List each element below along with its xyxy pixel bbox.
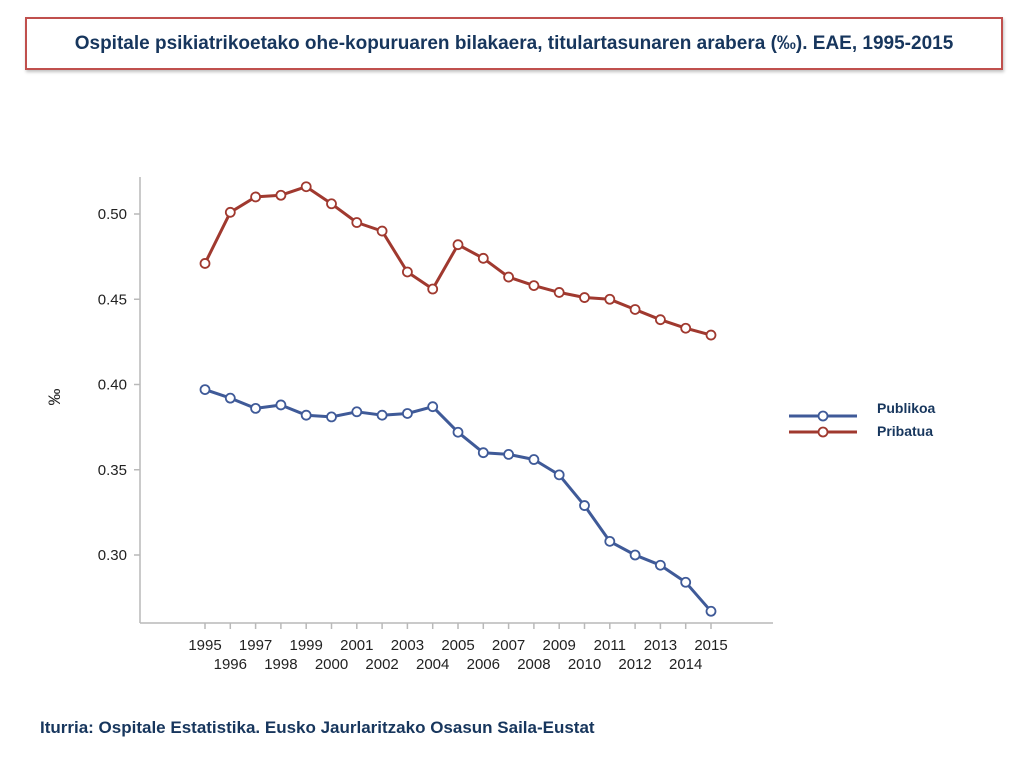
x-tick-label: 1998	[264, 656, 297, 673]
x-tick-label: 2008	[517, 656, 550, 673]
data-point-pribatua	[604, 293, 616, 305]
data-point-pribatua	[351, 217, 363, 228]
x-tick-label: 2000	[315, 656, 348, 673]
y-tick-label: 0.40	[98, 377, 127, 394]
data-point-publikoa	[427, 401, 439, 413]
x-tick-label: 2010	[568, 656, 601, 673]
x-tick-label: 2006	[467, 656, 500, 673]
legend-marker-publikoa	[817, 410, 829, 422]
data-point-publikoa	[629, 549, 641, 561]
data-point-pribatua	[250, 191, 262, 203]
x-tick-label: 2007	[492, 637, 525, 654]
data-point-publikoa	[705, 605, 717, 617]
series-pribatua	[199, 181, 717, 341]
series-publikoa	[199, 384, 717, 617]
legend: Publikoa Pribatua	[789, 400, 936, 439]
data-point-publikoa	[250, 402, 262, 414]
legend-label-publikoa: Publikoa	[877, 400, 936, 416]
x-tick-label: 1999	[290, 637, 323, 654]
data-point-publikoa	[553, 469, 565, 481]
x-axis: 1995 1996 1997 1998 1999 2000 2001 2002 2003 2004…	[140, 622, 773, 673]
x-tick-label: 2002	[365, 656, 398, 673]
y-tick-label: 0.45	[98, 291, 127, 308]
x-tick-label: 2012	[618, 656, 651, 673]
legend-item-publikoa: Publikoa	[789, 400, 936, 422]
x-tick-label: 2009	[543, 637, 576, 654]
x-tick-label: 2004	[416, 656, 449, 673]
data-point-pribatua	[629, 304, 641, 315]
data-point-pribatua	[376, 225, 388, 237]
data-point-pribatua	[401, 266, 413, 278]
y-tick-label: 0.50	[98, 206, 127, 223]
data-point-publikoa	[376, 409, 388, 421]
series-line-publikoa	[204, 388, 713, 613]
data-point-pribatua	[326, 198, 337, 210]
data-point-pribatua	[224, 206, 236, 218]
data-point-pribatua	[199, 258, 211, 269]
title-box: Ospitale psikiatrikoetako ohe-kopuruaren…	[25, 17, 1003, 70]
data-point-pribatua	[503, 271, 515, 283]
page-title: Ospitale psikiatrikoetako ohe-kopuruaren…	[74, 32, 954, 54]
data-point-publikoa	[300, 409, 312, 421]
y-tick-label: 0.30	[98, 547, 127, 564]
x-tick-label: 2015	[694, 637, 727, 654]
x-tick-label: 2005	[441, 637, 474, 654]
source-note: Iturria: Ospitale Estatistika. Eusko Jau…	[40, 718, 595, 737]
data-point-pribatua	[452, 239, 464, 251]
data-point-publikoa	[604, 535, 616, 547]
data-point-publikoa	[224, 392, 236, 404]
x-tick-label: 2011	[594, 637, 626, 654]
data-point-publikoa	[452, 426, 464, 438]
data-point-publikoa	[655, 559, 666, 571]
x-tick-label: 2014	[669, 656, 702, 673]
data-point-publikoa	[680, 576, 692, 588]
data-point-publikoa	[579, 500, 590, 511]
x-tick-label: 1997	[239, 637, 272, 654]
data-point-pribatua	[477, 252, 489, 264]
data-point-pribatua	[427, 283, 439, 295]
y-axis: 0.30 0.35 0.40 0.45 0.50 ‰	[45, 177, 141, 623]
data-point-publikoa	[275, 399, 287, 411]
data-point-publikoa	[503, 449, 515, 460]
data-point-publikoa	[528, 454, 540, 465]
y-tick-group: 0.30 0.35 0.40 0.45 0.50	[98, 206, 140, 564]
data-point-pribatua	[655, 314, 666, 326]
data-point-publikoa	[199, 384, 211, 396]
data-point-publikoa	[401, 408, 413, 419]
legend-marker-pribatua	[817, 426, 829, 438]
y-axis-title: ‰	[45, 389, 64, 406]
x-tick-label: 2013	[644, 637, 677, 654]
data-point-pribatua	[300, 181, 312, 193]
data-point-publikoa	[351, 406, 363, 418]
legend-item-pribatua: Pribatua	[789, 423, 933, 439]
x-tick-label: 2001	[340, 637, 373, 654]
data-point-pribatua	[528, 280, 540, 292]
series-group	[199, 181, 717, 617]
x-tick-label: 1996	[214, 656, 247, 673]
data-point-pribatua	[553, 287, 565, 298]
x-tick-label: 2003	[391, 637, 424, 654]
data-point-pribatua	[579, 292, 590, 303]
data-point-pribatua	[705, 329, 717, 341]
data-point-publikoa	[326, 411, 337, 423]
y-tick-label: 0.35	[98, 462, 127, 479]
data-point-publikoa	[477, 447, 489, 459]
x-tick-label: 1995	[188, 637, 221, 654]
data-point-pribatua	[680, 322, 692, 334]
data-point-pribatua	[275, 189, 287, 201]
x-tick-group: 1995 1996 1997 1998 1999 2000 2001 2002 2003 2004…	[188, 623, 728, 673]
legend-label-pribatua: Pribatua	[877, 423, 933, 439]
